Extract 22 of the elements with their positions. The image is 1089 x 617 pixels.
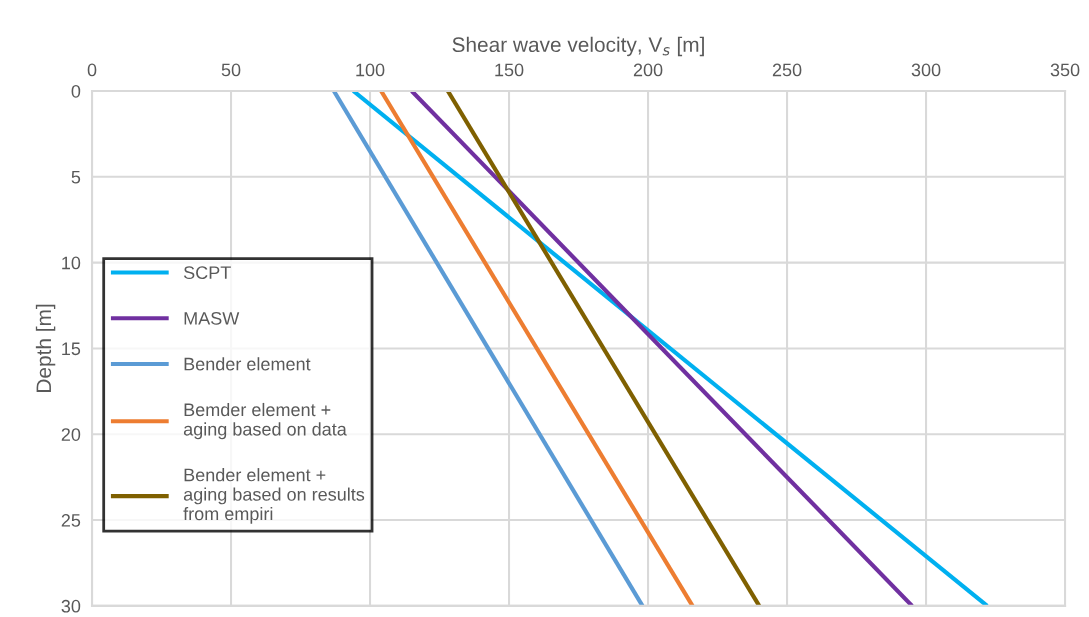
legend-label: SCPT [183, 266, 231, 280]
y-tick-label: 20 [61, 428, 81, 441]
y-tick-label: 25 [61, 514, 81, 527]
y-tick-label: 10 [62, 256, 81, 270]
legend-label: MASW [184, 311, 240, 325]
legend-label: Bender element + aging based on results from empiri [183, 468, 365, 524]
y-axis-title: Depth [m] [35, 304, 56, 392]
y-tick-label: 5 [71, 170, 81, 184]
x-tick-label: 300 [911, 63, 941, 77]
legend-label: Bemder element + aging based on data [183, 402, 347, 440]
x-tick-label: 150 [495, 63, 524, 77]
x-axis-title: Shear wave velocity, V$_{s}$ [m] [452, 36, 704, 57]
x-tick-label: 50 [221, 63, 241, 77]
x-tick-label: 100 [356, 63, 385, 77]
y-tick-label: 15 [62, 342, 81, 356]
y-tick-label: 30 [61, 599, 81, 613]
x-tick-label: 200 [633, 63, 663, 77]
y-tick-label: 0 [71, 84, 81, 98]
x-tick-label: 250 [772, 63, 802, 77]
x-tick-label: 0 [87, 63, 97, 77]
legend-label: Bender element [184, 357, 311, 371]
x-tick-label: 350 [1050, 63, 1080, 77]
